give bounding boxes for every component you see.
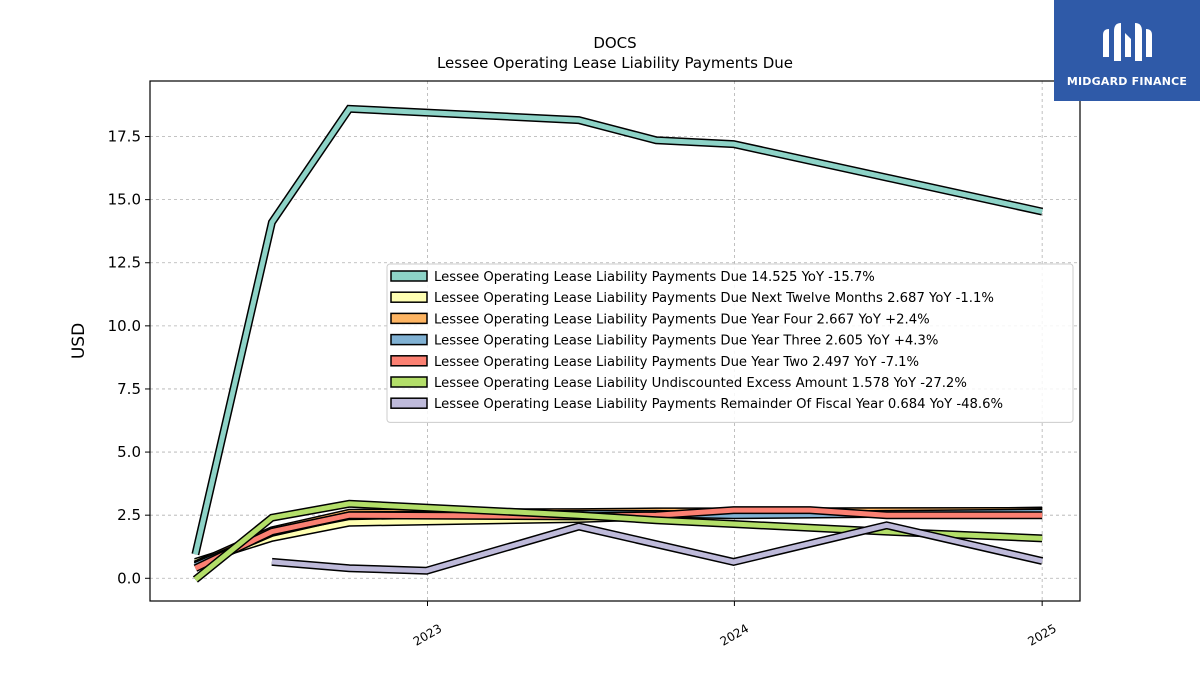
y-tick-label: 2.5 [117, 506, 141, 524]
legend-label: Lessee Operating Lease Liability Payment… [434, 334, 938, 349]
legend-label: Lessee Operating Lease Liability Payment… [434, 312, 930, 327]
brand-name: MIDGARD FINANCE [1066, 75, 1188, 88]
x-tick-label: 2023 [411, 621, 444, 648]
y-tick-label: 0.0 [117, 569, 141, 587]
legend-swatch [390, 270, 428, 282]
legend-label: Lessee Operating Lease Liability Payment… [434, 291, 994, 306]
series-line [271, 521, 1044, 575]
legend-swatch [390, 355, 428, 367]
y-tick-label: 7.5 [117, 380, 141, 398]
legend: Lessee Operating Lease Liability Payment… [386, 263, 1074, 423]
series-line-core [271, 522, 1043, 574]
y-axis-label: USD [69, 323, 89, 359]
legend-swatch [390, 333, 428, 346]
y-tick-label: 15.0 [108, 191, 141, 209]
legend-label: Lessee Operating Lease Liability Payment… [434, 397, 1003, 412]
y-tick-label: 5.0 [117, 443, 141, 461]
y-tick-label: 10.0 [108, 317, 141, 335]
legend-swatch [390, 376, 428, 388]
series-line-core [194, 507, 1043, 571]
x-tick-label: 2024 [718, 621, 751, 648]
legend-swatch [390, 291, 428, 303]
series-line [193, 506, 1043, 572]
x-tick-label: 2025 [1025, 621, 1058, 648]
series-line [191, 104, 1044, 556]
plot-frame [149, 80, 1081, 602]
legend-label: Lessee Operating Lease Liability Payment… [434, 355, 919, 370]
legend-label: Lessee Operating Lease Liability Payment… [434, 270, 875, 285]
chart-subtitle: Lessee Operating Lease Liability Payment… [437, 54, 793, 72]
brand-logo: MIDGARD FINANCE [1054, 0, 1200, 101]
chart-title: DOCS [593, 34, 636, 52]
legend-label: Lessee Operating Lease Liability Undisco… [434, 376, 967, 391]
midgard-logo-icon [1103, 23, 1152, 61]
legend-box [386, 263, 1074, 423]
series-lines [191, 104, 1044, 583]
y-tick-label: 17.5 [108, 128, 141, 146]
series-line-core [192, 106, 1043, 555]
legend-swatch [390, 397, 428, 409]
legend-swatch [390, 312, 428, 325]
axes: 0.0 2.5 5.0 7.5 10.0 12.5 15.0 17.5 2023 2024 2025 [108, 128, 1059, 649]
y-tick-label: 12.5 [108, 254, 141, 272]
